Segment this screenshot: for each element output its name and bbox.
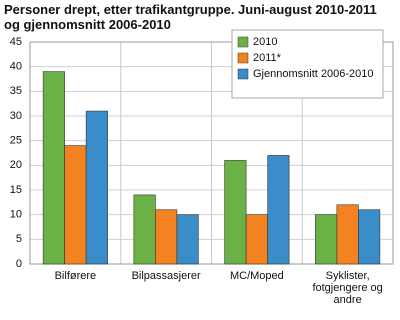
bar	[336, 204, 359, 265]
y-tick-label: 45	[10, 36, 22, 48]
x-tick-label: Syklister, fotgjengere og andre	[312, 270, 383, 306]
y-tick-label: 25	[10, 135, 22, 147]
y-tick-label: 35	[10, 85, 22, 97]
legend-swatch	[237, 52, 249, 64]
legend-box	[231, 29, 384, 99]
bar	[245, 214, 268, 265]
bar	[358, 209, 381, 265]
legend-swatch	[237, 68, 249, 80]
chart-title: Personer drept, etter trafikantgruppe. J…	[4, 2, 377, 32]
y-tick-label: 15	[10, 184, 22, 196]
bar	[315, 214, 338, 265]
bar	[133, 194, 156, 265]
x-tick-label: Bilførere	[54, 270, 97, 282]
y-tick-label: 30	[10, 110, 22, 122]
bar	[224, 160, 247, 265]
legend: 2010 2011* Gjennomsnitt 2006-2010	[231, 29, 384, 99]
y-tick-label: 5	[16, 233, 22, 245]
x-tick-label: Bilpassasjerer	[131, 270, 201, 282]
x-tick-label: MC/Moped	[229, 270, 284, 282]
legend-label: Gjennomsnitt 2006-2010	[253, 68, 373, 80]
bar	[267, 155, 290, 265]
y-tick-label: 10	[10, 209, 22, 221]
bar	[42, 71, 65, 265]
legend-label: 2010	[253, 36, 277, 48]
y-tick-label: 40	[10, 61, 22, 73]
y-tick-label: 0	[16, 258, 22, 270]
bar	[176, 214, 199, 265]
legend-swatch	[237, 36, 249, 48]
bar	[85, 110, 108, 265]
bar	[155, 209, 178, 265]
bar	[64, 145, 87, 265]
y-tick-label: 20	[10, 159, 22, 171]
plot-border	[29, 41, 394, 265]
legend-label: 2011*	[253, 52, 282, 64]
